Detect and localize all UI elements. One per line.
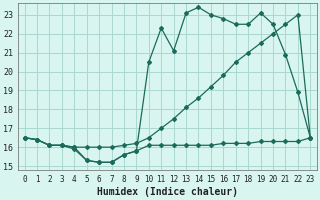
X-axis label: Humidex (Indice chaleur): Humidex (Indice chaleur): [97, 186, 238, 197]
